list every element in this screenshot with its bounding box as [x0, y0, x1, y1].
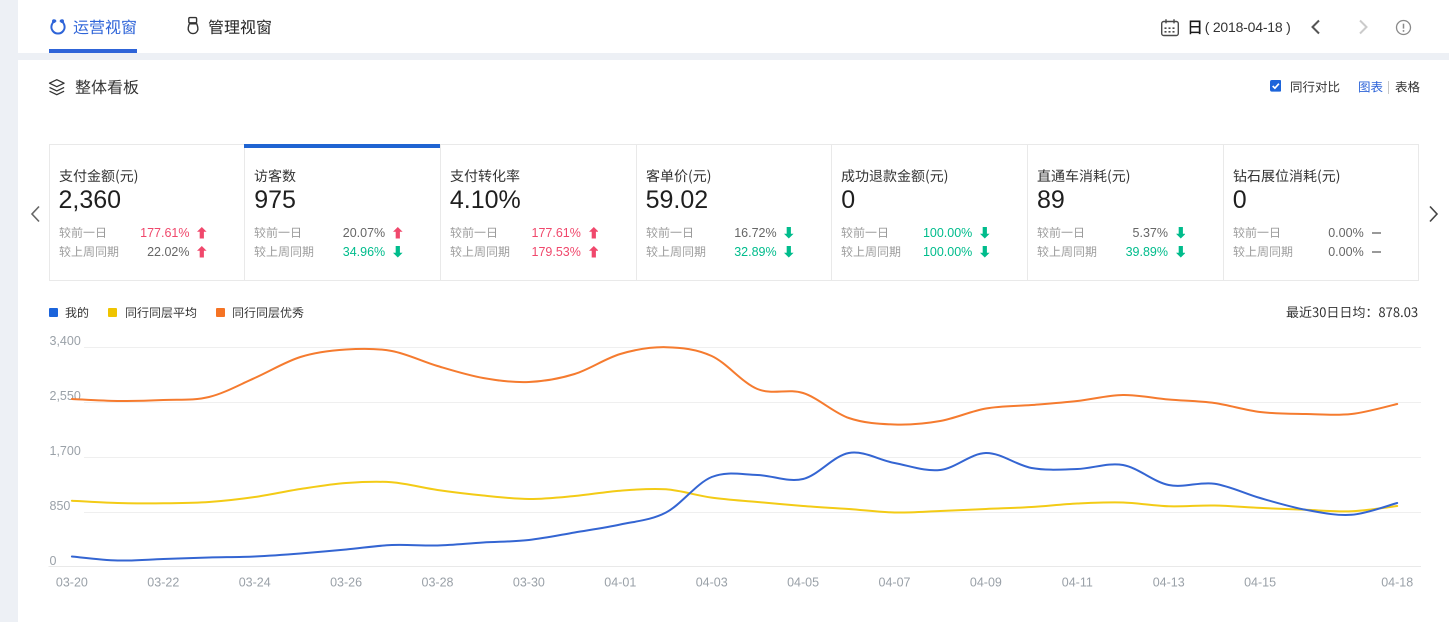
svg-text:04-07: 04-07	[879, 576, 911, 590]
svg-text:3,400: 3,400	[50, 334, 81, 348]
svg-text:04-09: 04-09	[970, 576, 1002, 590]
svg-text:04-05: 04-05	[787, 576, 819, 590]
svg-text:03-28: 03-28	[422, 576, 454, 590]
svg-text:04-11: 04-11	[1062, 576, 1093, 590]
svg-text:03-20: 03-20	[56, 576, 88, 590]
svg-text:04-18: 04-18	[1381, 576, 1413, 590]
svg-text:850: 850	[50, 499, 71, 513]
svg-text:03-26: 03-26	[330, 576, 362, 590]
svg-text:04-13: 04-13	[1153, 576, 1185, 590]
svg-text:1,700: 1,700	[50, 444, 81, 458]
svg-text:04-01: 04-01	[604, 576, 636, 590]
svg-text:04-03: 04-03	[696, 576, 728, 590]
svg-text:2,550: 2,550	[50, 389, 81, 403]
svg-text:03-24: 03-24	[239, 576, 271, 590]
svg-text:0: 0	[50, 554, 57, 568]
svg-text:03-30: 03-30	[513, 576, 545, 590]
svg-text:03-22: 03-22	[147, 576, 179, 590]
svg-text:04-15: 04-15	[1244, 576, 1276, 590]
